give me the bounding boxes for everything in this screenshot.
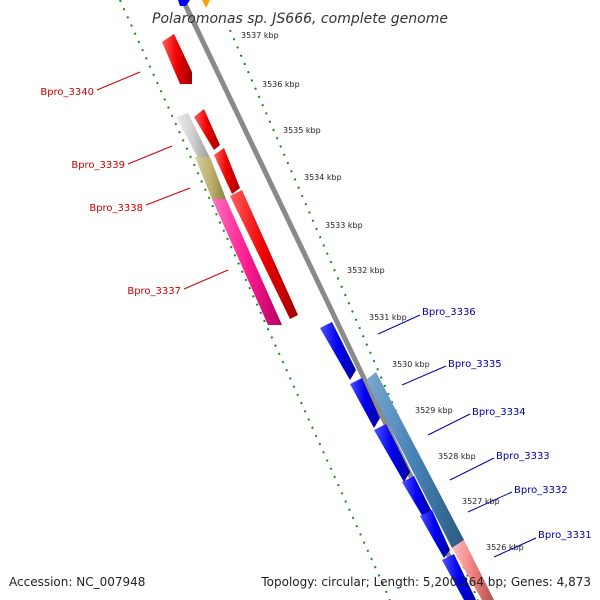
partial-feature-top-blue — [178, 0, 190, 6]
gene-blue-3 — [374, 424, 410, 482]
gene-label-forward: Bpro_3335 — [448, 359, 502, 370]
gene-blue-6 — [442, 554, 476, 600]
tick-label: 3535 kbp — [283, 126, 321, 135]
gene-red-small-b — [214, 148, 240, 194]
tick-label: 3529 kbp — [415, 406, 453, 415]
label-leader — [449, 457, 495, 481]
tick-label: 3536 kbp — [262, 80, 300, 89]
partial-feature-top-orange — [202, 0, 210, 8]
gene-bpro-3338 — [195, 157, 226, 199]
gene-label-forward: Bpro_3332 — [514, 485, 568, 496]
tick-label: 3526 kbp — [486, 543, 524, 552]
tick-label: 3533 kbp — [325, 221, 363, 230]
gene-blue-2 — [350, 378, 380, 428]
gene-salmon — [452, 540, 494, 600]
tick-label: 3537 kbp — [241, 31, 279, 40]
gene-blue-5 — [420, 510, 450, 558]
gene-label-forward: Bpro_3331 — [538, 530, 592, 541]
map-title: Polaromonas sp. JS666, complete genome — [152, 11, 448, 27]
tick-label: 3534 kbp — [304, 173, 342, 182]
tick-label: 3530 kbp — [392, 360, 430, 369]
gene-label-reverse: Bpro_3340 — [40, 87, 94, 98]
tick-label: 3531 kbp — [369, 313, 407, 322]
gene-bpro-3340 — [162, 34, 192, 84]
label-leader — [145, 187, 191, 206]
label-leader — [377, 314, 421, 335]
gene-red-small-a — [194, 109, 220, 150]
label-leader — [467, 491, 513, 513]
gene-bpro-3339 — [176, 113, 210, 158]
gene-label-forward: Bpro_3333 — [496, 451, 550, 462]
gene-label-forward: Bpro_3336 — [422, 307, 476, 318]
gene-label-forward: Bpro_3334 — [472, 407, 526, 418]
gene-blue-1 — [320, 322, 356, 380]
tick-label: 3528 kbp — [438, 452, 476, 461]
gene-label-reverse: Bpro_3337 — [127, 286, 181, 297]
gene-label-reverse: Bpro_3339 — [71, 160, 125, 171]
label-leader — [427, 413, 471, 436]
label-leader — [127, 145, 173, 165]
label-leader — [183, 269, 229, 290]
topology-text: Topology: circular; Length: 5,200,264 bp… — [260, 575, 591, 589]
outer-dotted-track — [119, 0, 391, 600]
label-leader — [96, 71, 141, 91]
gene-red-long — [230, 190, 298, 319]
tick-label: 3532 kbp — [347, 266, 385, 275]
gene-steelblue — [366, 372, 464, 548]
label-leader — [493, 537, 537, 558]
gene-bpro-3337 — [212, 199, 282, 325]
gene-label-reverse: Bpro_3338 — [89, 203, 143, 214]
tick-label: 3527 kbp — [462, 497, 500, 506]
label-leader — [401, 365, 447, 386]
gene-blue-4 — [402, 476, 432, 522]
accession-text: Accession: NC_007948 — [9, 575, 145, 589]
